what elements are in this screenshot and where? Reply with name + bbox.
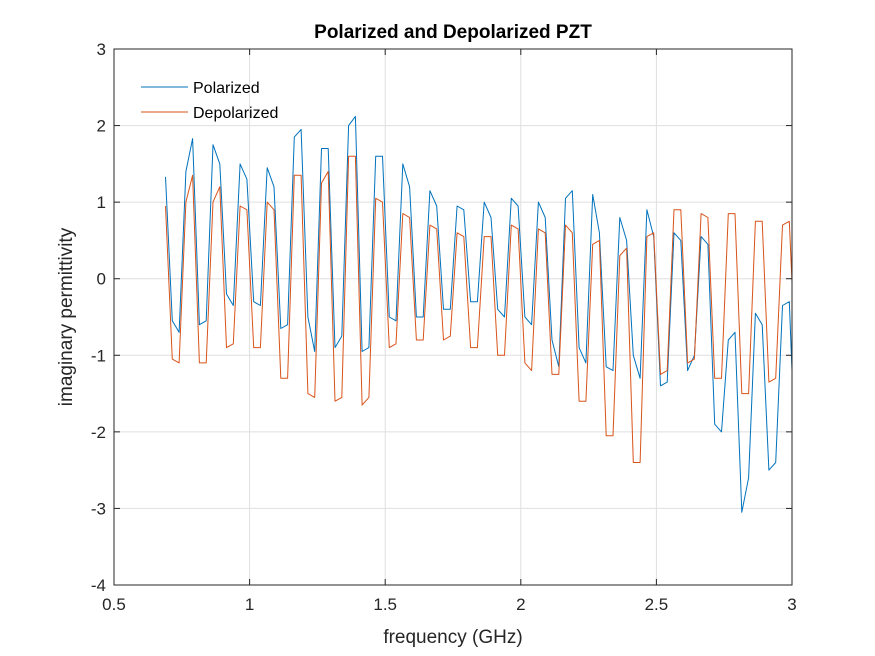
- y-tick-label: -4: [91, 576, 106, 595]
- y-tick-label: -3: [91, 499, 106, 518]
- axes-box: [113, 48, 793, 586]
- x-tick-label: 2.5: [645, 595, 669, 614]
- legend: Polarized Depolarized: [141, 80, 278, 122]
- y-tick-label: 1: [97, 193, 106, 212]
- series-line-depolarized: [165, 155, 793, 463]
- y-tick-label: 2: [97, 117, 106, 136]
- y-tick-label: -2: [91, 423, 106, 442]
- y-tick-label: 0: [97, 270, 106, 289]
- x-tick-label: 0.5: [102, 595, 126, 614]
- axis-ticks: [113, 48, 793, 586]
- tick-labels: 0.5 1 1.5 2 2.5 3 -4 -3 -2 -1 0 1 2 3: [91, 40, 797, 614]
- x-tick-label: 2: [516, 595, 525, 614]
- series-line-polarized: [165, 115, 793, 513]
- y-axis-label: imaginary permittivity: [56, 227, 77, 406]
- y-tick-label: 3: [97, 40, 106, 59]
- data-series: [165, 115, 793, 513]
- legend-label-polarized: Polarized: [193, 80, 260, 97]
- x-tick-label: 1: [245, 595, 254, 614]
- x-tick-label: 3: [787, 595, 796, 614]
- plot-area: [114, 49, 792, 585]
- legend-label-depolarized: Depolarized: [193, 105, 278, 122]
- chart-title: Polarized and Depolarized PZT: [314, 22, 592, 43]
- x-tick-label: 1.5: [373, 595, 397, 614]
- y-tick-label: -1: [91, 346, 106, 365]
- x-axis-label: frequency (GHz): [383, 627, 522, 648]
